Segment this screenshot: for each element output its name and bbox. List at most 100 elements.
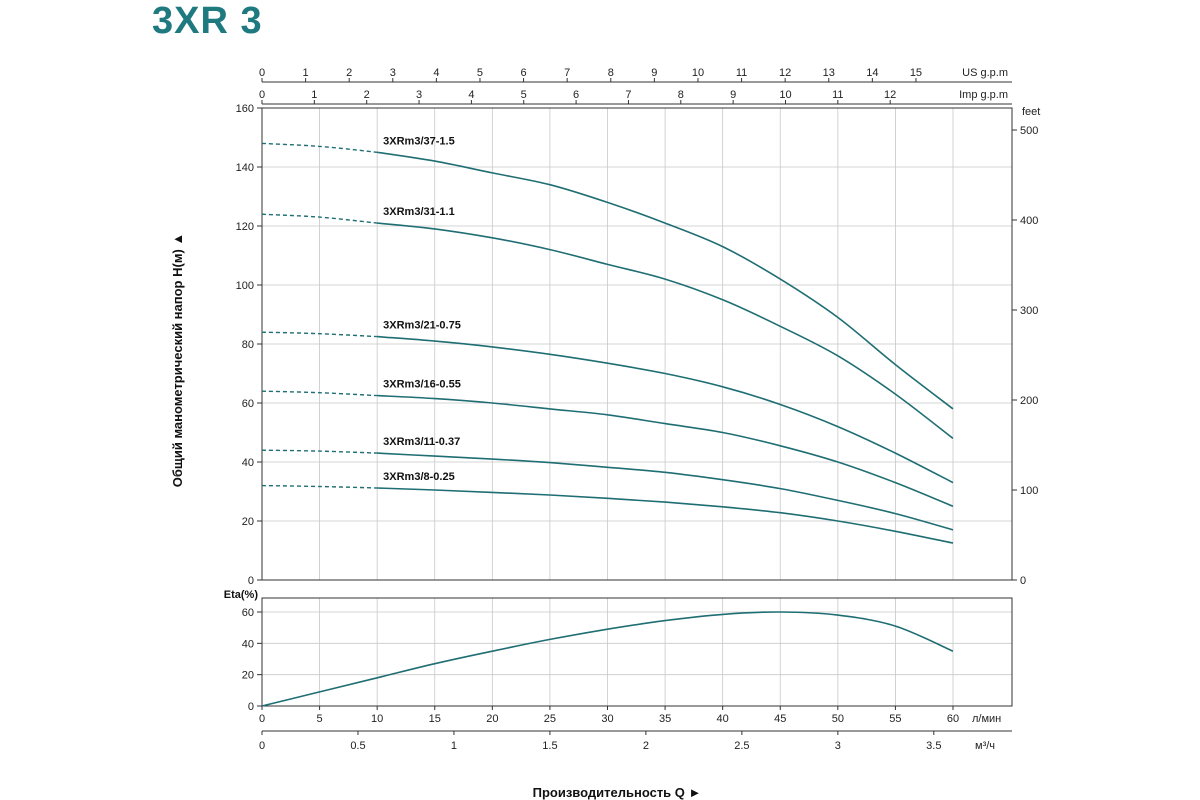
feet-tick-label: 100	[1020, 485, 1038, 497]
m3h-tick-label: 3	[835, 740, 841, 752]
usgpm-tick-label: 1	[303, 67, 309, 79]
usgpm-tick-label: 4	[433, 67, 439, 79]
series-label-4: 3XRm3/16-0.55	[383, 379, 461, 391]
head-curve-4	[377, 394, 954, 508]
flow-axis-title: Производительность Q ►	[533, 785, 702, 800]
head-curve-5	[377, 452, 954, 531]
impgpm-tick-label: 12	[884, 89, 896, 101]
head-curve-dashed-5	[261, 449, 378, 454]
usgpm-tick-label: 5	[477, 67, 483, 79]
head-ytick-label: 160	[236, 103, 254, 115]
head-curve-dashed-6	[261, 484, 378, 489]
head-ytick-label: 0	[248, 575, 254, 587]
usgpm-tick-label: 9	[651, 67, 657, 79]
head-ytick-label: 80	[242, 339, 254, 351]
impgpm-tick-label: 7	[625, 89, 631, 101]
usgpm-tick-label: 3	[390, 67, 396, 79]
series-label-2: 3XRm3/31-1.1	[383, 206, 455, 218]
impgpm-tick-label: 6	[573, 89, 579, 101]
series-label-3: 3XRm3/21-0.75	[383, 320, 461, 332]
head-curve-1	[377, 151, 954, 410]
head-ytick-label: 60	[242, 398, 254, 410]
usgpm-tick-label: 10	[692, 67, 704, 79]
head-curve-dashed-1	[261, 142, 378, 153]
head-axis-title: Общий манометрический напор H(м) ▲	[170, 233, 185, 487]
m3h-tick-label: 1.5	[542, 740, 557, 752]
lmin-tick-label: 55	[889, 713, 901, 725]
impgpm-tick-label: 0	[259, 89, 265, 101]
head-ytick-label: 100	[236, 280, 254, 292]
lmin-tick-label: 20	[486, 713, 498, 725]
impgpm-tick-label: 5	[521, 89, 527, 101]
usgpm-tick-label: 15	[910, 67, 922, 79]
lmin-tick-label: 60	[947, 713, 959, 725]
feet-tick-label: 200	[1020, 395, 1038, 407]
eta-ytick-label: 0	[248, 701, 254, 713]
impgpm-tick-label: 4	[468, 89, 474, 101]
head-ytick-label: 20	[242, 516, 254, 528]
usgpm-tick-label: 7	[564, 67, 570, 79]
usgpm-tick-label: 2	[346, 67, 352, 79]
head-curve-3	[377, 335, 954, 484]
lmin-tick-label: 50	[832, 713, 844, 725]
eta-frame	[261, 597, 1013, 707]
eta-grid	[262, 598, 1012, 706]
labels: 3XRm3/37-1.5 3XRm3/31-1.1 3XRm3/21-0.75 3XR…	[383, 135, 461, 483]
axes: 0204060801001201401600100200300400500fee…	[170, 67, 1040, 800]
head-ytick-label: 120	[236, 221, 254, 233]
feet-tick-label: 500	[1020, 125, 1038, 137]
usgpm-axis-label: US g.p.m	[962, 67, 1008, 79]
eta-ytick-label: 60	[242, 607, 254, 619]
lmin-tick-label: 40	[717, 713, 729, 725]
feet-axis-label: feet	[1022, 106, 1040, 118]
m3h-tick-label: 2.5	[734, 740, 749, 752]
usgpm-tick-label: 13	[823, 67, 835, 79]
lmin-tick-label: 30	[601, 713, 613, 725]
eta-axis-title: Eta(%)	[224, 589, 259, 601]
series-label-1: 3XRm3/37-1.5	[383, 135, 455, 147]
m3h-axis-label: м³/ч	[975, 740, 995, 752]
head-curves	[261, 142, 954, 544]
impgpm-tick-label: 9	[730, 89, 736, 101]
impgpm-tick-label: 8	[678, 89, 684, 101]
impgpm-tick-label: 1	[311, 89, 317, 101]
series-label-5: 3XRm3/11-0.37	[383, 436, 460, 448]
eta-ytick-label: 20	[242, 670, 254, 682]
head-ytick-label: 140	[236, 162, 254, 174]
lmin-tick-label: 15	[429, 713, 441, 725]
usgpm-tick-label: 12	[779, 67, 791, 79]
m3h-tick-label: 3.5	[926, 740, 941, 752]
head-curve-2	[377, 222, 954, 440]
lmin-tick-label: 0	[259, 713, 265, 725]
lmin-tick-label: 10	[371, 713, 383, 725]
m3h-tick-label: 2	[643, 740, 649, 752]
lmin-tick-label: 25	[544, 713, 556, 725]
head-curve-dashed-4	[261, 390, 378, 397]
impgpm-tick-label: 2	[364, 89, 370, 101]
eta-ytick-label: 40	[242, 638, 254, 650]
eta-curve	[261, 611, 954, 707]
usgpm-tick-label: 14	[866, 67, 878, 79]
head-grid	[262, 108, 1012, 580]
head-curve-dashed-2	[261, 213, 378, 224]
feet-tick-label: 400	[1020, 215, 1038, 227]
impgpm-tick-label: 11	[832, 89, 843, 101]
usgpm-tick-label: 6	[521, 67, 527, 79]
impgpm-tick-label: 3	[416, 89, 422, 101]
feet-tick-label: 300	[1020, 305, 1038, 317]
usgpm-tick-label: 8	[608, 67, 614, 79]
chart-title: 3XR 3	[152, 0, 263, 42]
head-curve-dashed-3	[261, 331, 378, 338]
head-ytick-label: 40	[242, 457, 254, 469]
m3h-tick-label: 0	[259, 740, 265, 752]
usgpm-tick-label: 0	[259, 67, 265, 79]
usgpm-tick-label: 11	[736, 67, 747, 79]
head-curve-6	[377, 487, 954, 544]
lmin-axis-label: л/мин	[972, 713, 1001, 725]
feet-tick-label: 0	[1020, 575, 1026, 587]
lmin-tick-label: 5	[317, 713, 323, 725]
m3h-tick-label: 0.5	[350, 740, 365, 752]
impgpm-tick-label: 10	[779, 89, 791, 101]
series-label-6: 3XRm3/8-0.25	[383, 471, 455, 483]
